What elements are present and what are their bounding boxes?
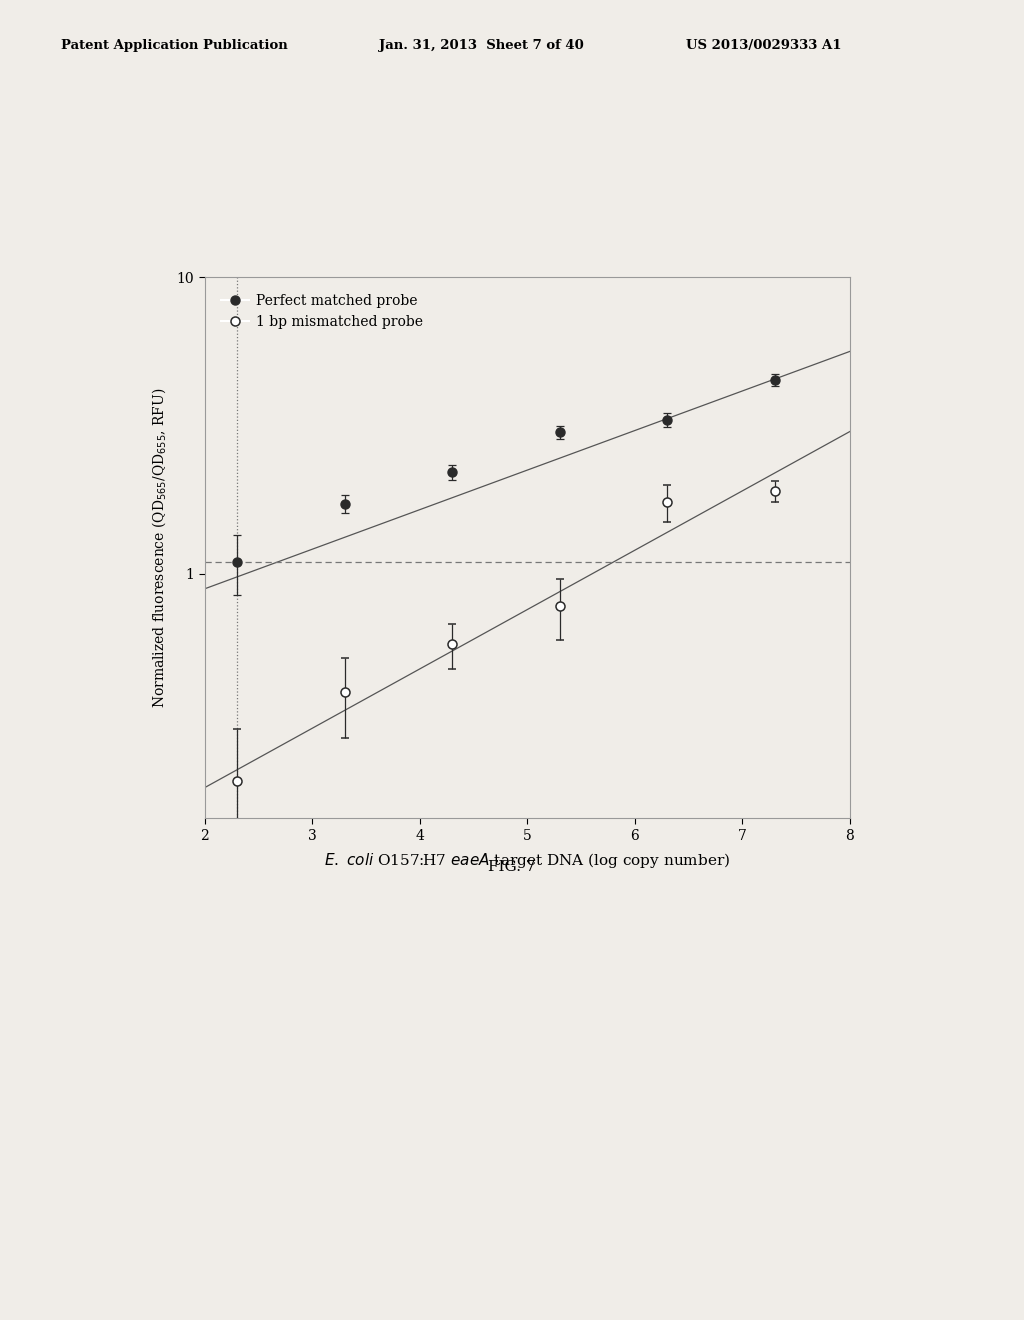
Y-axis label: Normalized fluorescence (QD$_{565}$/QD$_{655}$, RFU): Normalized fluorescence (QD$_{565}$/QD$_… — [151, 388, 168, 708]
X-axis label: $\it{E.\ coli}$ O157:H7 $\it{eaeA}$ target DNA (log copy number): $\it{E.\ coli}$ O157:H7 $\it{eaeA}$ targ… — [325, 851, 730, 870]
Text: US 2013/0029333 A1: US 2013/0029333 A1 — [686, 38, 842, 51]
Text: Jan. 31, 2013  Sheet 7 of 40: Jan. 31, 2013 Sheet 7 of 40 — [379, 38, 584, 51]
Text: Patent Application Publication: Patent Application Publication — [61, 38, 288, 51]
Legend: Perfect matched probe, 1 bp mismatched probe: Perfect matched probe, 1 bp mismatched p… — [216, 288, 429, 334]
Text: FIG. 7: FIG. 7 — [488, 861, 536, 874]
